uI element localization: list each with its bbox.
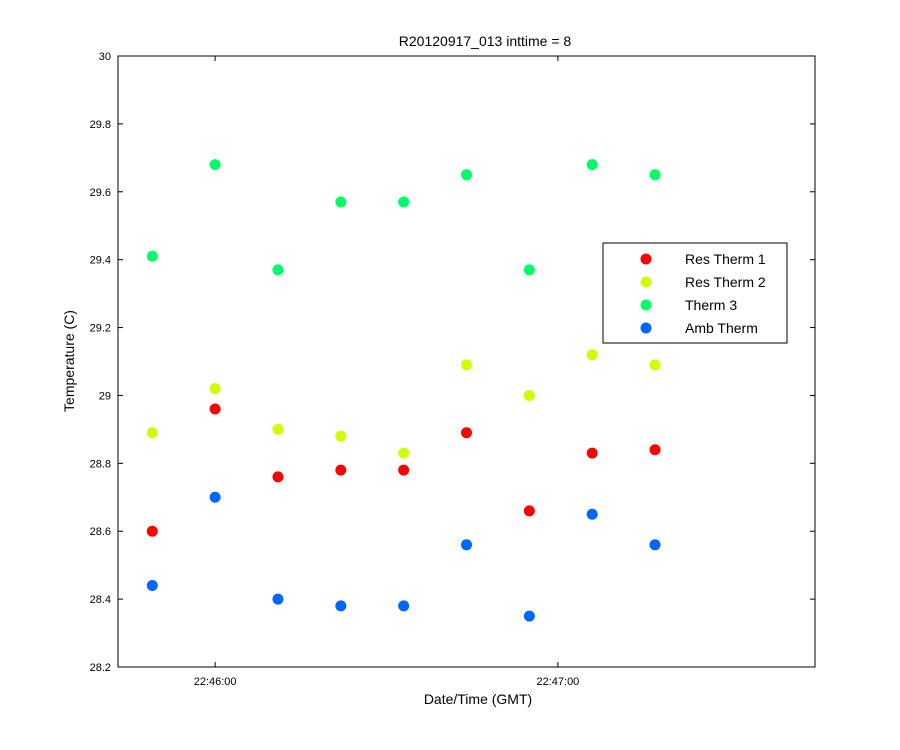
data-point (209, 403, 221, 415)
data-point (649, 359, 661, 371)
y-tick-label: 29.6 (90, 187, 111, 199)
data-point (209, 383, 221, 395)
data-point (209, 159, 221, 171)
data-point (461, 539, 472, 551)
legend-label: Therm 3 (685, 297, 737, 313)
legend: Res Therm 1 Res Therm 2 Therm 3 Amb Therm (602, 242, 788, 344)
y-tick-label: 29.2 (90, 323, 111, 335)
legend-marker (640, 322, 652, 334)
y-tick-label: 29.4 (90, 255, 111, 267)
data-point (398, 447, 410, 459)
legend-label: Res Therm 2 (685, 274, 766, 290)
legend-marker (640, 253, 652, 265)
data-point (398, 196, 410, 208)
data-point (272, 471, 284, 483)
y-tick-label: 29.8 (90, 119, 111, 131)
data-point (146, 580, 158, 592)
data-point (209, 491, 221, 503)
data-point (146, 250, 158, 262)
y-tick-label: 28.8 (90, 458, 111, 470)
data-point (398, 600, 410, 612)
y-tick-label: 28.2 (90, 662, 111, 674)
legend-marker (640, 299, 652, 311)
data-point (461, 427, 472, 439)
legend-marker (640, 276, 652, 288)
data-point (523, 610, 535, 622)
data-point (335, 600, 347, 612)
y-tick-label: 30 (99, 51, 111, 63)
y-tick-label: 28.4 (90, 594, 111, 606)
x-tick-label: 22:46:00 (194, 676, 237, 688)
data-point (146, 427, 158, 439)
data-point (398, 464, 410, 476)
y-tick-label: 29 (99, 390, 111, 402)
y-axis-label: Temperature (C) (61, 310, 77, 412)
data-points (146, 159, 661, 622)
legend-label: Res Therm 1 (685, 251, 766, 267)
data-point (461, 169, 472, 181)
data-point (272, 593, 284, 605)
data-point (586, 159, 598, 171)
x-tick-label: 22:47:00 (536, 676, 579, 688)
data-point (523, 389, 535, 401)
x-axis-label: Date/Time (GMT) (424, 691, 532, 707)
y-axis: 28.2 28.4 28.6 28.8 29 29.2 29.4 29.6 29.8 30 (90, 51, 815, 674)
x-axis: 22:46:00 22:47:00 (194, 56, 579, 688)
data-point (649, 539, 661, 551)
data-point (586, 508, 598, 520)
chart-title: R20120917_013 inttime = 8 (399, 33, 572, 49)
data-point (586, 349, 598, 361)
data-point (523, 264, 535, 276)
data-point (649, 444, 661, 456)
data-point (272, 423, 284, 435)
data-point (523, 505, 535, 517)
legend-box (602, 242, 788, 344)
data-point (335, 464, 347, 476)
data-point (586, 447, 598, 459)
data-point (335, 430, 347, 442)
data-point (461, 359, 472, 371)
data-point (335, 196, 347, 208)
y-tick-label: 28.6 (90, 526, 111, 538)
data-point (272, 264, 284, 276)
data-point (146, 525, 158, 537)
data-point (649, 169, 661, 181)
legend-label: Amb Therm (685, 320, 758, 336)
